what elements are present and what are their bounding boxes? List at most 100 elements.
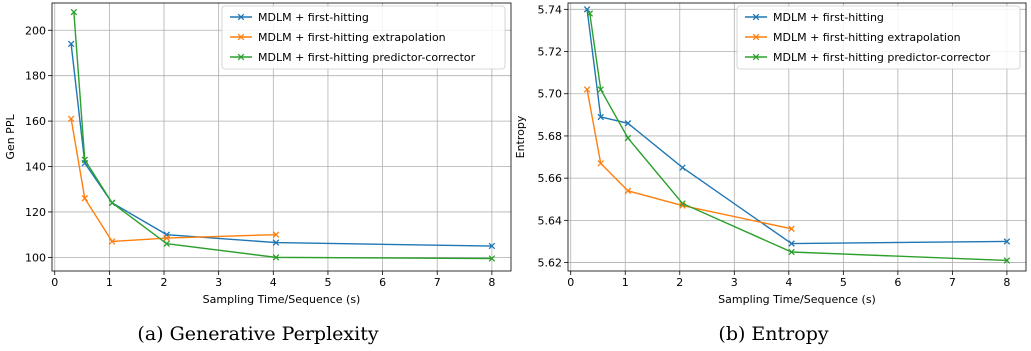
legend-box [736, 5, 1021, 70]
caption-b: (b) Entropy [718, 323, 829, 345]
x-tick-label: 3 [731, 276, 738, 289]
legend-label: MDLM + first-hitting predictor-corrector [773, 51, 991, 64]
x-tick-label: 5 [324, 276, 331, 289]
data-point [597, 113, 604, 121]
y-tick-label: 140 [25, 161, 46, 174]
legend-item: MDLM + first-hitting extrapolation [230, 31, 446, 44]
data-point [70, 8, 78, 16]
y-tick-label: 5.62 [538, 257, 563, 270]
x-tick-label: 2 [161, 276, 168, 289]
data-point [788, 225, 795, 233]
y-tick-label: 100 [25, 251, 46, 264]
panel-entropy: 0 1 2 3 4 5 6 7 8 5.62 5.64 5.66 5.68 5.70 5.72 5.74 Sam… [516, 0, 1031, 351]
data-point [788, 248, 795, 256]
x-tick-label: 8 [1003, 276, 1010, 289]
x-tick-label: 1 [106, 276, 113, 289]
y-tick-label: 120 [25, 206, 46, 219]
series-line [70, 118, 277, 243]
gen-ppl-chart: 0 1 2 3 4 5 6 7 8 100 120 140 160 180 200 Sampling Time… [4, 2, 512, 306]
x-tick-label: 0 [567, 276, 574, 289]
series-line [70, 43, 492, 247]
plot-frame [567, 2, 1027, 272]
y-axis-label: Gen PPL [4, 114, 17, 160]
y-tick-label: 5.68 [538, 130, 563, 143]
y-tick-label: 5.74 [538, 3, 563, 16]
legend-box [221, 5, 506, 70]
legend-label: MDLM + first-hitting [773, 11, 884, 24]
legend-item: MDLM + first-hitting [230, 11, 369, 24]
series-2 [70, 8, 496, 262]
data-point [163, 240, 171, 248]
series-line [73, 12, 492, 260]
data-point [108, 199, 116, 207]
y-tick-label: 160 [25, 115, 46, 128]
series-line [589, 13, 1007, 262]
data-point [108, 238, 116, 245]
legend-item: MDLM + first-hitting extrapolation [745, 31, 961, 44]
y-tick-label: 180 [25, 70, 46, 83]
data-point [488, 242, 496, 250]
x-tick-label: 7 [949, 276, 956, 289]
legend-item: MDLM + first-hitting [745, 11, 884, 24]
data-point [488, 255, 496, 262]
x-tick-label: 6 [894, 276, 901, 289]
x-axis-label: Sampling Time/Sequence (s) [203, 293, 361, 306]
x-tick-label: 0 [51, 276, 58, 289]
data-point [67, 115, 75, 123]
data-point [272, 254, 280, 261]
y-tick-label: 5.72 [538, 46, 563, 59]
y-axis-label: Entropy [516, 115, 527, 158]
data-point [272, 239, 280, 246]
plot-frame [51, 2, 512, 272]
y-tick-label: 5.70 [538, 88, 563, 101]
x-tick-label: 8 [488, 276, 495, 289]
x-tick-label: 4 [785, 276, 792, 289]
data-point [679, 164, 686, 171]
y-tick-label: 200 [25, 24, 46, 37]
x-axis-label: Sampling Time/Sequence (s) [718, 293, 876, 306]
caption-a: (a) Generative Perplexity [137, 323, 379, 345]
legend-label: MDLM + first-hitting predictor-corrector [258, 51, 476, 64]
series-line [586, 9, 1007, 245]
x-tick-label: 4 [270, 276, 277, 289]
entropy-chart: 0 1 2 3 4 5 6 7 8 5.62 5.64 5.66 5.68 5.70 5.72 5.74 Sam… [516, 2, 1027, 306]
legend: MDLM + first-hitting MDLM + first-hitting… [221, 5, 506, 70]
series-1 [67, 115, 280, 245]
data-point [788, 240, 795, 247]
series-line [586, 89, 792, 230]
legend-item: MDLM + first-hitting predictor-corrector [230, 51, 476, 64]
data-point [597, 160, 604, 167]
series-1 [583, 86, 795, 233]
legend-label: MDLM + first-hitting extrapolation [258, 31, 446, 44]
legend-item: MDLM + first-hitting predictor-corrector [745, 51, 991, 64]
data-point [679, 200, 686, 207]
series-2 [586, 10, 1011, 264]
x-tick-label: 7 [434, 276, 441, 289]
data-point [81, 195, 89, 202]
x-tick-label: 3 [215, 276, 222, 289]
data-point [597, 86, 604, 93]
data-point [624, 134, 632, 142]
data-point [583, 86, 591, 93]
data-point [67, 40, 75, 48]
data-point [81, 156, 89, 163]
legend-label: MDLM + first-hitting [258, 11, 369, 24]
data-point [163, 234, 171, 242]
y-tick-label: 5.64 [538, 214, 563, 227]
legend: MDLM + first-hitting MDLM + first-hitting… [736, 5, 1021, 70]
data-point [624, 187, 632, 195]
x-tick-label: 6 [379, 276, 386, 289]
y-tick-label: 5.66 [538, 172, 563, 185]
legend-label: MDLM + first-hitting extrapolation [773, 31, 961, 44]
series-0 [583, 6, 1011, 247]
x-tick-label: 1 [622, 276, 629, 289]
panel-generative-perplexity: 0 1 2 3 4 5 6 7 8 100 120 140 160 180 200 Sampling Time… [4, 2, 512, 345]
data-point [1003, 257, 1011, 264]
x-tick-label: 2 [676, 276, 683, 289]
data-point [624, 120, 632, 127]
data-point [583, 6, 591, 13]
data-point [272, 231, 280, 238]
x-tick-label: 5 [840, 276, 847, 289]
data-point [586, 10, 594, 17]
data-point [1003, 238, 1011, 245]
